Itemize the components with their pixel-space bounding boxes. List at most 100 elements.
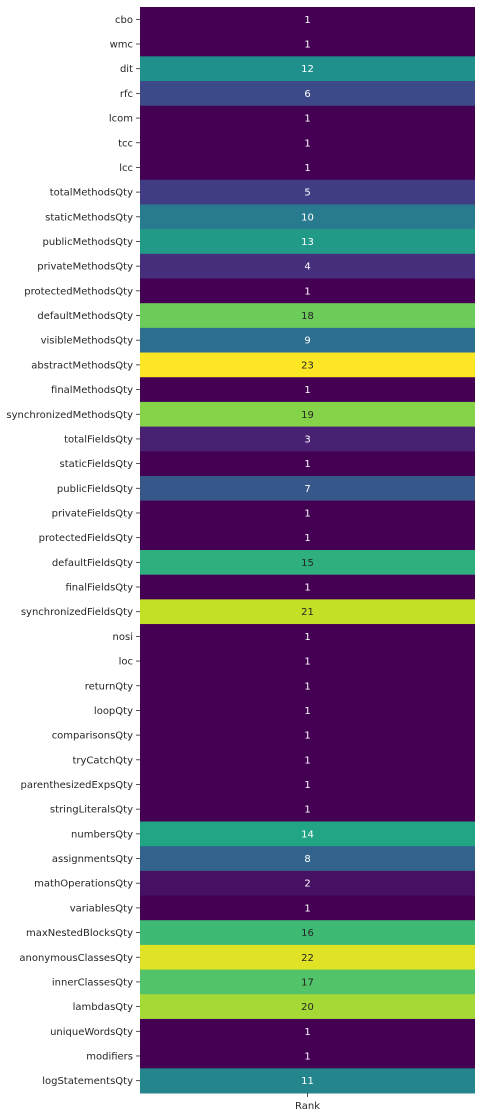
row-label: visibleMethodsQty [41,336,133,347]
row-label: comparisonsQty [52,731,133,742]
cell-value-label: 23 [301,360,314,371]
cell-value-label: 1 [304,385,310,396]
row-label: publicFieldsQty [57,484,133,495]
cell-value-label: 1 [304,903,310,914]
row-label: synchronizedMethodsQty [6,410,133,421]
heatmap-cell [140,994,475,1020]
heatmap-cell [140,772,475,798]
heatmap-cell [140,426,475,452]
heatmap-cell [140,1068,475,1094]
cell-value-label: 17 [301,977,314,988]
row-labels: cbo wmc dit rfc lcom tcc lcc totalMethodsQty sta… [6,15,140,1087]
row-label: rfc [120,89,133,100]
row-label: innerClassesQty [52,977,133,988]
cell-value-label: 1 [304,40,310,51]
cell-value-label: 1 [304,138,310,149]
heatmap-cell [140,870,475,897]
row-label: synchronizedFieldsQty [21,607,133,618]
heatmap-cell [140,648,475,674]
cell-value-label: 1 [304,780,310,791]
row-label: protectedFieldsQty [39,533,133,544]
heatmap-cell [140,401,475,428]
cell-value-label: 1 [304,731,310,742]
heatmap-cell [140,56,475,82]
row-label: maxNestedBlocksQty [26,928,133,939]
row-label: parenthesizedExpsQty [20,780,133,791]
cell-value-label: 1 [304,657,310,668]
heatmap-cell [140,451,475,477]
row-label: finalMethodsQty [51,385,133,396]
cell-value-label: 20 [301,1002,314,1013]
row-label: tcc [118,138,133,149]
cell-value-label: 4 [304,262,310,273]
heatmap-cell [140,722,475,748]
heatmap-cell [140,352,475,378]
heatmap-cell [140,1018,475,1045]
row-label: cbo [115,15,133,26]
row-label: logStatementsQty [42,1076,133,1087]
row-label: finalFieldsQty [65,583,133,594]
heatmap-cell [140,747,475,773]
column-label: Rank [295,1101,320,1112]
row-label: returnQty [85,681,133,692]
cell-value-label: 19 [301,410,314,421]
row-label: nosi [113,632,133,643]
heatmap-cell [140,31,475,57]
row-label: loc [119,657,133,668]
row-label: staticFieldsQty [60,459,134,470]
cell-value-label: 13 [301,237,314,248]
heatmap-cell [140,550,475,576]
cell-value-label: 1 [304,583,310,594]
heatmap-cell [140,229,475,255]
heatmap-cell [140,525,475,551]
heatmap-cell [140,475,475,502]
cell-value-label: 9 [304,336,310,347]
cell-value-label: 21 [301,607,314,618]
row-label: staticMethodsQty [45,212,133,223]
heatmap-cell [140,599,475,625]
row-label: stringLiteralsQty [50,805,133,816]
heatmap-cell [140,1043,475,1069]
cell-value-label: 1 [304,1051,310,1062]
heatmap-cell [140,278,475,304]
heatmap-cell [140,81,475,107]
cell-value-label: 12 [301,64,314,75]
row-label: loopQty [94,706,133,717]
cell-value-label: 1 [304,632,310,643]
row-label: totalMethodsQty [50,188,133,199]
cell-value-label: 1 [304,114,310,125]
cell-value-label: 15 [301,558,314,569]
heatmap-cell [140,698,475,724]
heatmap-cell [140,944,475,971]
cell-value-label: 10 [301,212,314,223]
row-label: variablesQty [70,903,133,914]
row-label: uniqueWordsQty [50,1027,133,1038]
row-label: abstractMethodsQty [31,360,133,371]
heatmap-cell [140,204,475,230]
row-label: mathOperationsQty [34,879,133,890]
heatmap-cell [140,796,475,822]
heatmap-cells: 1112611151013411892311931711151211111111… [140,7,475,1094]
row-label: privateMethodsQty [37,262,133,273]
heatmap-cell [140,895,475,921]
heatmap-cell [140,500,475,526]
row-label: lambdasQty [73,1002,133,1013]
heatmap-cell [140,253,475,279]
row-label: numbersQty [71,829,133,840]
row-label: wmc [110,40,133,51]
cell-value-label: 6 [304,89,310,100]
row-label: tryCatchQty [72,755,133,766]
cell-value-label: 1 [304,681,310,692]
heatmap-cell [140,673,475,699]
heatmap-cell [140,969,475,995]
row-label: protectedMethodsQty [24,286,133,297]
cell-value-label: 1 [304,15,310,26]
heatmap-cell [140,303,475,329]
cell-value-label: 2 [304,879,310,890]
heatmap-cell [140,377,475,403]
cell-value-label: 1 [304,508,310,519]
x-axis: Rank [295,1093,320,1112]
row-label: publicMethodsQty [42,237,133,248]
row-label: lcom [109,114,133,125]
